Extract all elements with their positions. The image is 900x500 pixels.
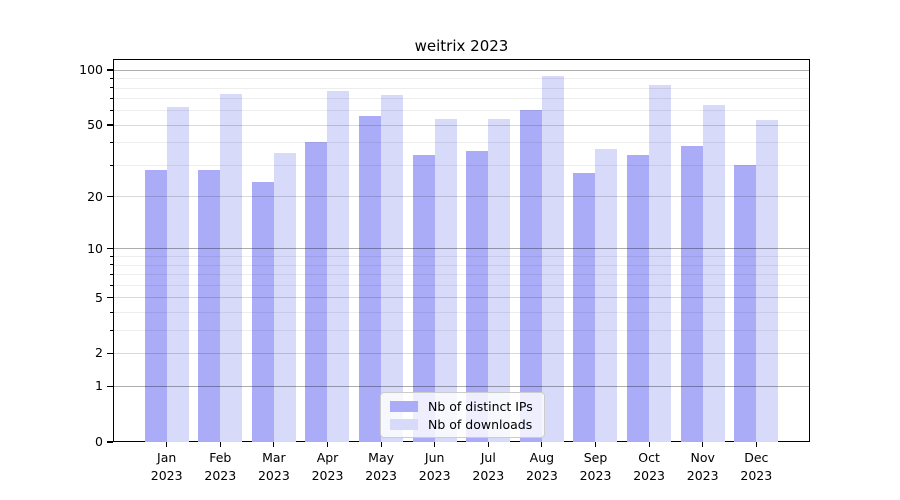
legend-swatch-distinct-ips xyxy=(390,400,418,412)
y-tick-label-0: 0 xyxy=(95,434,103,449)
bar-sep-distinct-ips xyxy=(573,173,596,442)
bar-jan-distinct-ips xyxy=(144,170,167,442)
bar-sep-downloads xyxy=(595,148,618,442)
y-minortick-9 xyxy=(109,255,113,257)
y-tick-label-20: 20 xyxy=(87,188,103,204)
y-tick-label-2: 2 xyxy=(95,345,103,361)
x-tick-year-apr: 2023 xyxy=(311,467,344,483)
x-tick-year-mar: 2023 xyxy=(257,467,290,483)
bar-jan-downloads xyxy=(166,106,189,442)
legend-item-downloads: Nb of downloads xyxy=(390,417,535,432)
legend-label-downloads: Nb of downloads xyxy=(428,416,533,432)
y-minortick-3 xyxy=(109,329,113,331)
x-tick-feb xyxy=(219,442,221,447)
x-tick-year-jul: 2023 xyxy=(472,467,505,483)
y-tick-label-5: 5 xyxy=(95,289,103,305)
bar-dec-distinct-ips xyxy=(734,164,757,442)
chart-title: weitrix 2023 xyxy=(414,37,509,55)
y-minortick-50 xyxy=(109,124,113,126)
bar-oct-downloads xyxy=(648,84,671,442)
x-tick-label-jan: Jan 2023 xyxy=(137,449,197,484)
legend-label-distinct-ips: Nb of distinct IPs xyxy=(428,398,533,414)
y-tick-label-10: 10 xyxy=(87,240,103,256)
y-minortick-40 xyxy=(109,142,113,144)
x-tick-jun xyxy=(434,442,436,447)
y-minortick-7 xyxy=(109,273,113,275)
bar-apr-downloads xyxy=(327,90,350,442)
bar-nov-downloads xyxy=(702,105,725,442)
x-tick-year-dec: 2023 xyxy=(740,467,773,483)
x-tick-label-jul: Jul 2023 xyxy=(458,449,518,484)
bar-may-distinct-ips xyxy=(358,115,381,442)
y-tick-0 xyxy=(107,441,113,443)
x-tick-label-oct: Oct 2023 xyxy=(619,449,679,484)
bar-oct-distinct-ips xyxy=(626,155,649,442)
y-minortick-6 xyxy=(109,284,113,286)
y-minortick-90 xyxy=(109,77,113,79)
bar-mar-downloads xyxy=(273,152,296,442)
x-tick-label-mar: Mar 2023 xyxy=(244,449,304,484)
y-tick-100 xyxy=(107,69,113,71)
x-tick-jul xyxy=(487,442,489,447)
y-minortick-70 xyxy=(109,97,113,99)
bar-feb-downloads xyxy=(220,93,243,442)
legend-swatch-downloads xyxy=(390,418,418,430)
bar-aug-downloads xyxy=(541,76,564,442)
y-minortick-30 xyxy=(109,164,113,166)
legend-item-distinct-ips: Nb of distinct IPs xyxy=(390,399,535,414)
bar-jul-distinct-ips xyxy=(466,150,489,442)
y-tick-1 xyxy=(107,385,113,387)
bar-jul-downloads xyxy=(488,118,511,442)
x-tick-label-nov: Nov 2023 xyxy=(673,449,733,484)
x-tick-jan xyxy=(166,442,168,447)
legend: Nb of distinct IPs Nb of downloads xyxy=(380,392,545,438)
y-tick-label-50: 50 xyxy=(87,117,103,133)
x-tick-label-aug: Aug 2023 xyxy=(512,449,572,484)
y-minortick-8 xyxy=(109,264,113,266)
x-tick-apr xyxy=(326,442,329,447)
x-tick-label-apr: Apr 2023 xyxy=(298,449,358,484)
x-tick-oct xyxy=(648,442,650,447)
x-tick-mar xyxy=(273,442,275,447)
x-tick-year-nov: 2023 xyxy=(686,467,719,483)
y-tick-label-100: 100 xyxy=(79,61,103,77)
bar-feb-distinct-ips xyxy=(198,170,221,442)
x-tick-year-feb: 2023 xyxy=(204,467,237,483)
x-tick-nov xyxy=(702,442,704,447)
bar-jun-downloads xyxy=(434,118,457,442)
y-minortick-5 xyxy=(109,296,113,299)
x-tick-label-jun: Jun 2023 xyxy=(405,449,465,484)
y-tick-label-1: 1 xyxy=(95,378,103,394)
y-minortick-4 xyxy=(109,311,113,313)
bar-aug-distinct-ips xyxy=(519,110,542,442)
y-minortick-60 xyxy=(109,110,113,112)
x-tick-label-sep: Sep 2023 xyxy=(566,449,626,484)
y-tick-10 xyxy=(107,248,113,250)
x-tick-year-oct: 2023 xyxy=(633,467,665,483)
bar-dec-downloads xyxy=(756,120,779,442)
x-tick-label-feb: Feb 2023 xyxy=(190,449,250,484)
y-minortick-80 xyxy=(109,87,113,89)
bar-apr-distinct-ips xyxy=(305,142,328,442)
x-tick-dec xyxy=(755,442,757,447)
x-tick-year-aug: 2023 xyxy=(525,467,558,483)
x-tick-aug xyxy=(541,442,543,447)
x-tick-sep xyxy=(594,442,597,447)
bar-may-downloads xyxy=(380,94,403,442)
bar-mar-distinct-ips xyxy=(251,182,274,442)
y-minortick-20 xyxy=(109,195,113,198)
x-tick-may xyxy=(380,442,382,447)
x-tick-label-may: May 2023 xyxy=(351,449,411,484)
y-minortick-2 xyxy=(109,352,113,355)
x-tick-year-sep: 2023 xyxy=(579,467,612,483)
x-tick-year-may: 2023 xyxy=(365,467,397,483)
bar-jun-distinct-ips xyxy=(412,155,435,442)
plot-area xyxy=(113,59,810,442)
x-tick-label-dec: Dec 2023 xyxy=(726,449,786,484)
bar-nov-distinct-ips xyxy=(680,146,703,442)
x-tick-year-jan: 2023 xyxy=(150,467,183,483)
bars-layer xyxy=(114,60,809,442)
x-tick-year-jun: 2023 xyxy=(418,467,451,483)
